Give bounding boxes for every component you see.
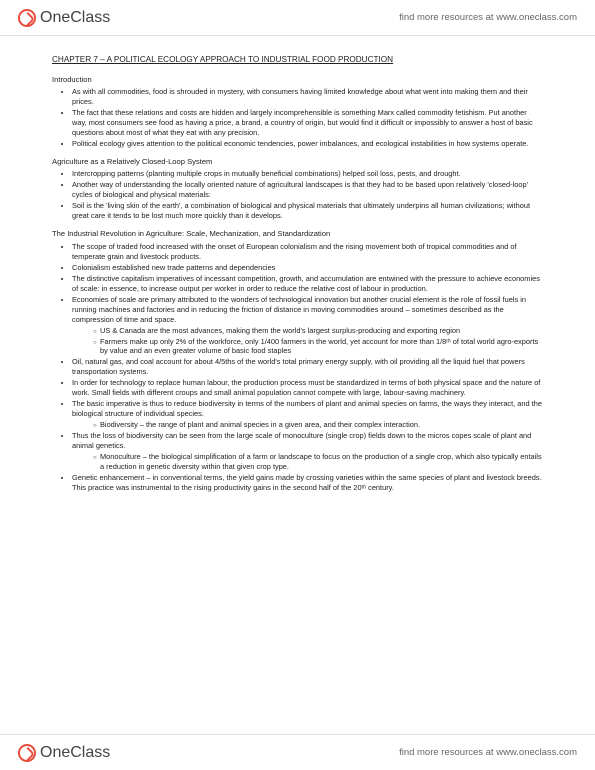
list-item: Thus the loss of biodiversity can be see… bbox=[72, 431, 543, 451]
list-item: Another way of understanding the locally… bbox=[72, 180, 543, 200]
logo-icon bbox=[18, 744, 36, 762]
brand-logo[interactable]: OneClass bbox=[18, 9, 110, 27]
bullet-list: As with all commodities, food is shroude… bbox=[52, 87, 543, 149]
list-item: Political ecology gives attention to the… bbox=[72, 139, 543, 149]
brand-logo-footer[interactable]: OneClass bbox=[18, 744, 110, 762]
list-item: US & Canada are the most advances, makin… bbox=[100, 326, 543, 336]
bullet-list: Intercropping patterns (planting multipl… bbox=[52, 169, 543, 221]
section-heading: The Industrial Revolution in Agriculture… bbox=[52, 229, 543, 239]
list-item: Intercropping patterns (planting multipl… bbox=[72, 169, 543, 179]
list-item: The scope of traded food increased with … bbox=[72, 242, 543, 262]
section-heading: Agriculture as a Relatively Closed-Loop … bbox=[52, 157, 543, 167]
list-item: Biodiversity – the range of plant and an… bbox=[100, 420, 543, 430]
list-item: Genetic enhancement – in conventional te… bbox=[72, 473, 543, 493]
brand-name: OneClass bbox=[40, 744, 110, 762]
resources-link-footer[interactable]: find more resources at www.oneclass.com bbox=[399, 747, 577, 758]
resources-link[interactable]: find more resources at www.oneclass.com bbox=[399, 12, 577, 23]
logo-icon bbox=[18, 9, 36, 27]
list-item: Colonialism established new trade patter… bbox=[72, 263, 543, 273]
list-item: The fact that these relations and costs … bbox=[72, 108, 543, 138]
header: OneClass find more resources at www.onec… bbox=[0, 0, 595, 36]
list-item: The distinctive capitalism imperatives o… bbox=[72, 274, 543, 294]
list-item: Farmers make up only 2% of the workforce… bbox=[100, 337, 543, 357]
list-item: Monoculture – the biological simplificat… bbox=[100, 452, 543, 472]
footer: OneClass find more resources at www.onec… bbox=[0, 734, 595, 770]
list-item: The basic imperative is thus to reduce b… bbox=[72, 399, 543, 419]
brand-name: OneClass bbox=[40, 9, 110, 27]
page-title: CHAPTER 7 – A POLITICAL ECOLOGY APPROACH… bbox=[52, 54, 543, 65]
list-item: Oil, natural gas, and coal account for a… bbox=[72, 357, 543, 377]
bullet-list: The scope of traded food increased with … bbox=[52, 242, 543, 494]
sub-bullet-list: Biodiversity – the range of plant and an… bbox=[72, 420, 543, 430]
document-body: CHAPTER 7 – A POLITICAL ECOLOGY APPROACH… bbox=[0, 36, 595, 509]
list-item: As with all commodities, food is shroude… bbox=[72, 87, 543, 107]
list-item: Soil is the 'living skin of the earth', … bbox=[72, 201, 543, 221]
sub-bullet-list: US & Canada are the most advances, makin… bbox=[72, 326, 543, 357]
sub-bullet-list: Monoculture – the biological simplificat… bbox=[72, 452, 543, 472]
list-item: In order for technology to replace human… bbox=[72, 378, 543, 398]
list-item: Economies of scale are primary attribute… bbox=[72, 295, 543, 325]
section-heading: Introduction bbox=[52, 75, 543, 85]
